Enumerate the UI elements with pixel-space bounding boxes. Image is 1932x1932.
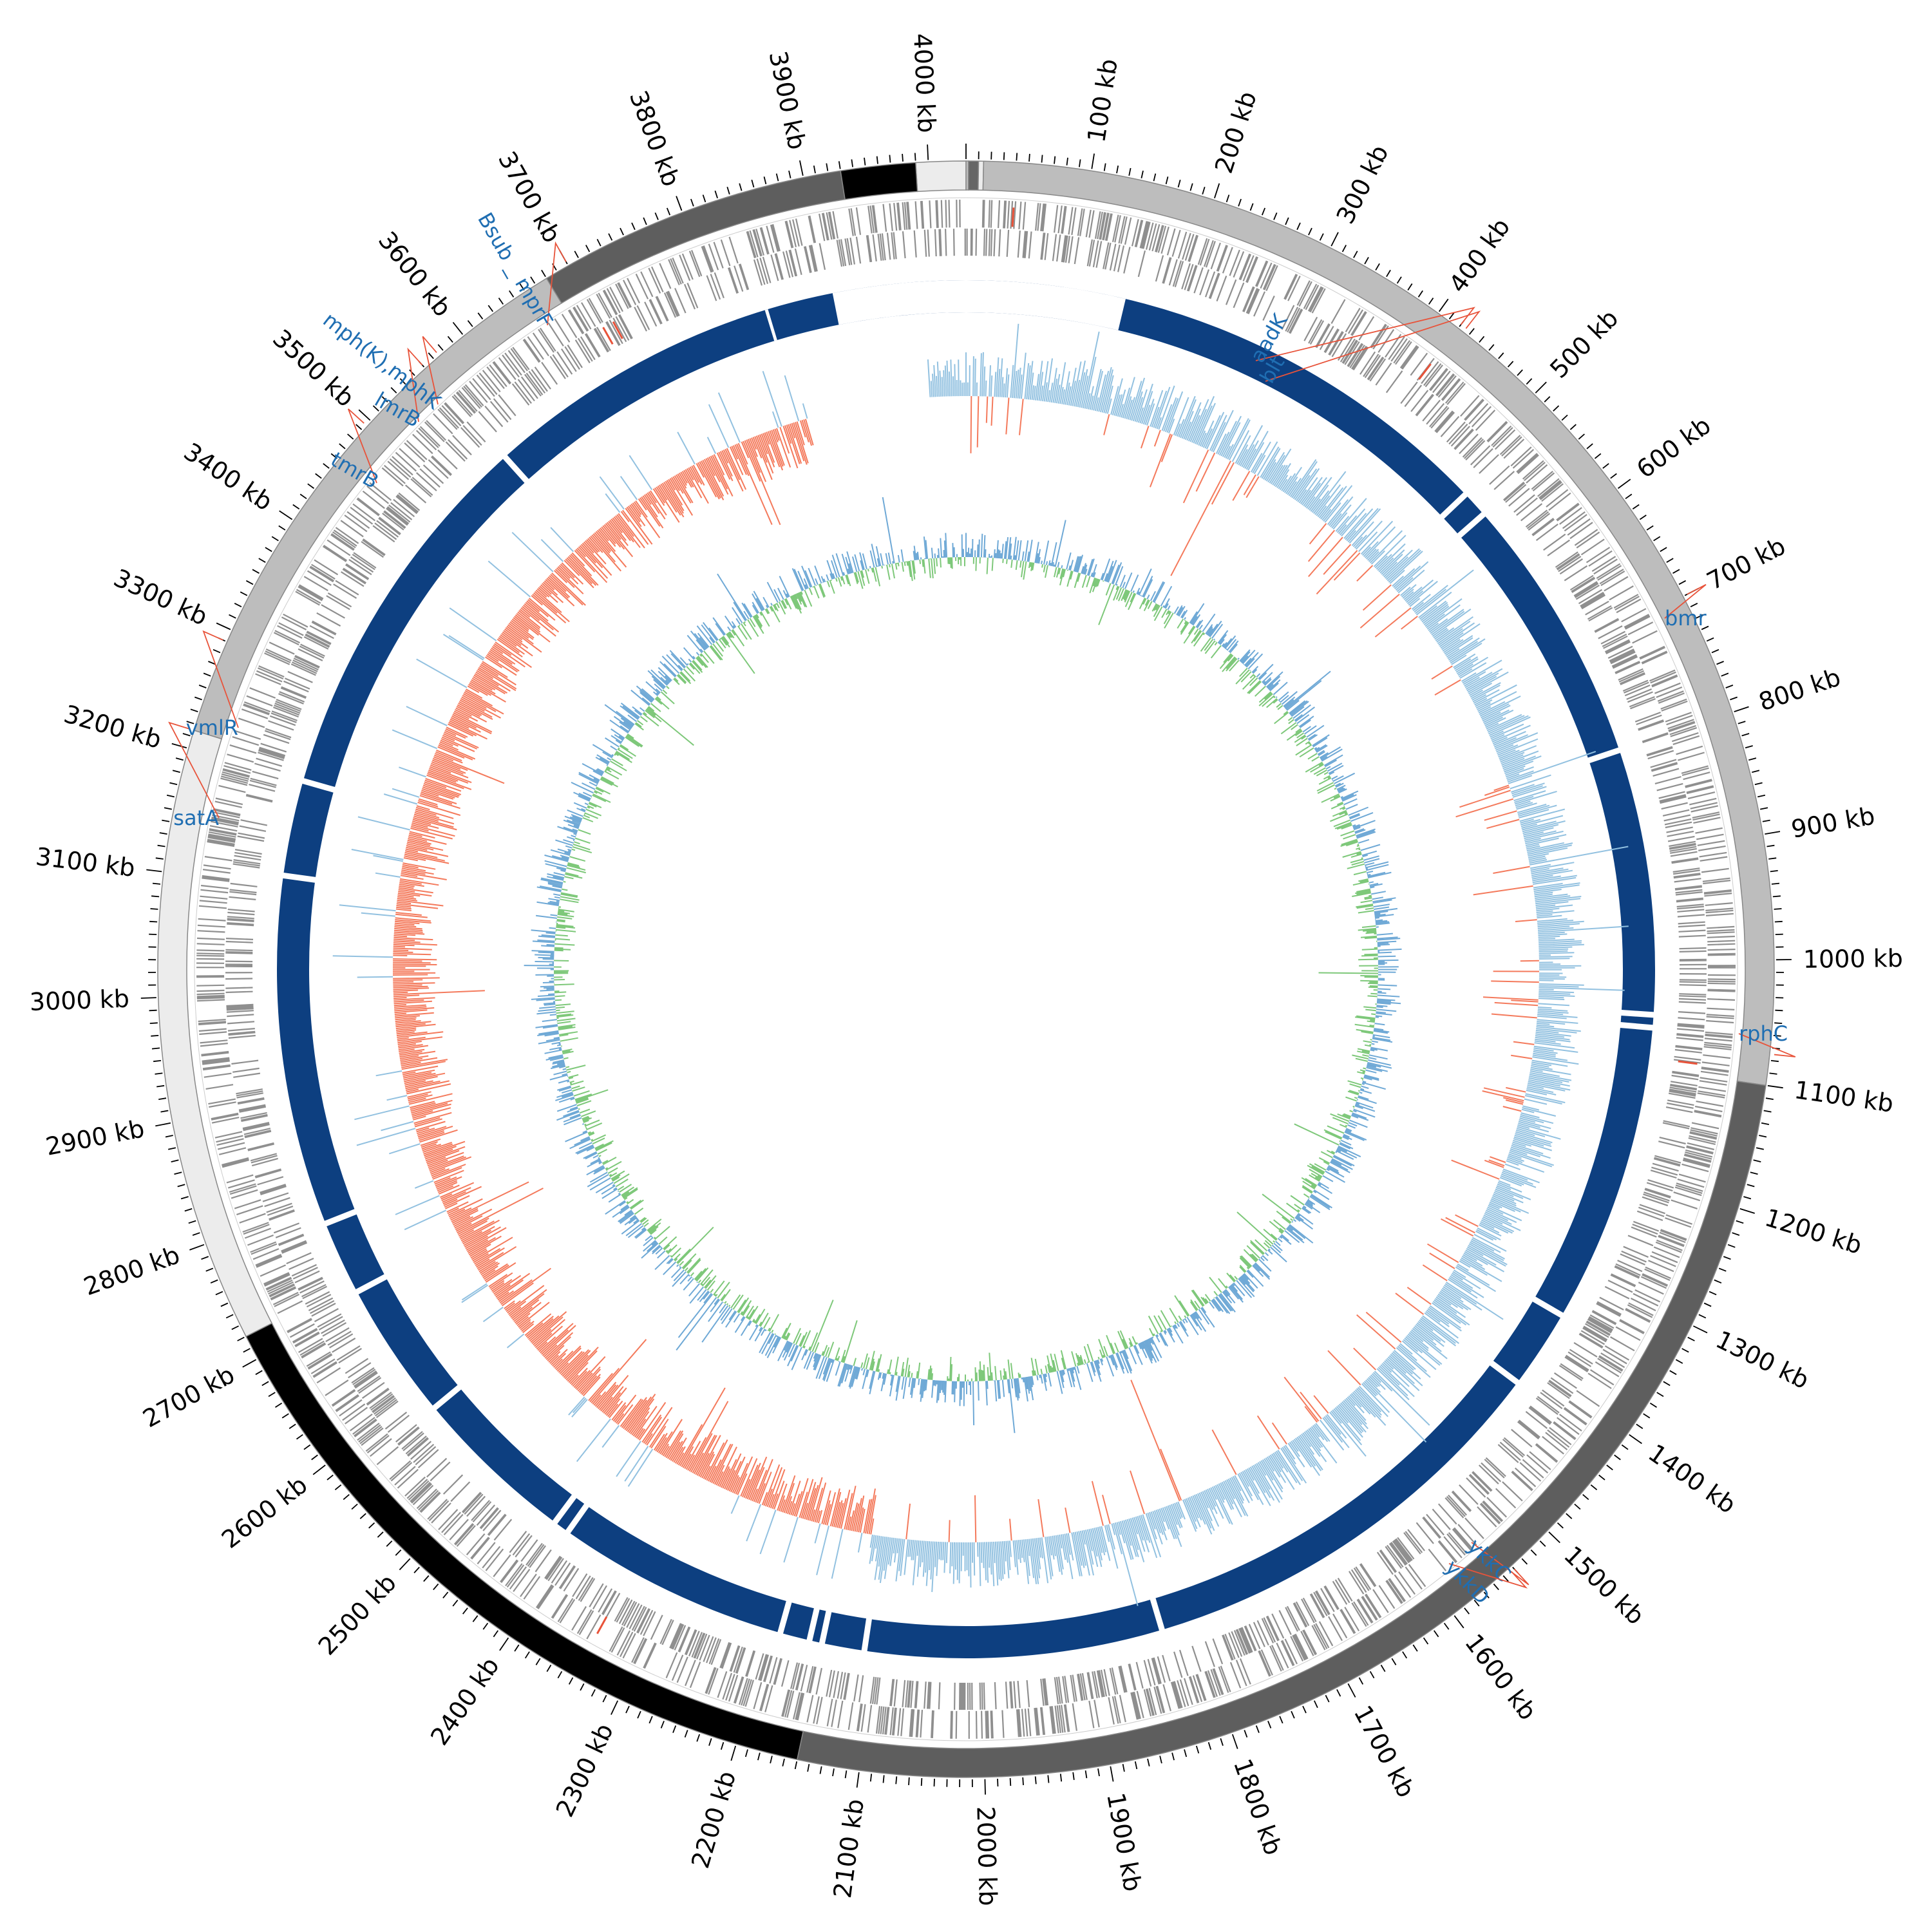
tick-label: 200 kb	[1209, 88, 1262, 176]
tick-label: 1200 kb	[1761, 1203, 1865, 1260]
tick-label: 1700 kb	[1349, 1701, 1421, 1802]
alignment-gap-11	[777, 1600, 793, 1635]
alignment-gap-9	[819, 1609, 832, 1645]
feature-ring	[194, 197, 1738, 1741]
gene-leader-line	[1664, 583, 1707, 619]
alignment-gap-17	[281, 872, 317, 884]
alignment-gap-6	[1488, 1359, 1520, 1386]
tick-label: 1000 kb	[1803, 944, 1903, 974]
tick-label: 2100 kb	[828, 1797, 869, 1900]
tick-label: 1500 kb	[1558, 1540, 1650, 1630]
contig-ring	[157, 160, 1775, 1778]
tick-label: 2600 kb	[216, 1470, 312, 1554]
tick-label: 2300 kb	[551, 1719, 619, 1821]
alignment-ring	[277, 280, 1655, 1658]
tick-label: 900 kb	[1789, 802, 1877, 844]
alignment-gap-18	[301, 777, 336, 793]
tick-label: 1400 kb	[1643, 1439, 1741, 1519]
gene-label: satA	[173, 806, 219, 830]
feature-ticks	[196, 199, 1736, 1739]
tick-label: 2900 kb	[43, 1114, 146, 1161]
alignment-gap-3	[1620, 1009, 1655, 1018]
gene-label: vmlR	[186, 715, 238, 740]
tick-label: 3200 kb	[61, 699, 164, 754]
alignment-missing-region-2	[966, 280, 1126, 330]
alignment-island	[768, 293, 839, 341]
alignment-gap-4	[1618, 1021, 1654, 1031]
tick-label: 4000 kb	[908, 33, 941, 134]
alignment-gap-5	[1531, 1296, 1565, 1319]
gc-skew-positive	[524, 497, 1402, 1434]
feature-highlight-2	[596, 1616, 608, 1634]
gc-content-positive	[332, 323, 1629, 1606]
alignment-gap-0	[1439, 491, 1469, 520]
tick-label: 2000 kb	[971, 1806, 1002, 1906]
alignment-gap-14	[431, 1384, 462, 1411]
tick-label: 800 kb	[1756, 663, 1844, 716]
tick-label: 2700 kb	[138, 1360, 240, 1433]
tick-label: 2500 kb	[313, 1569, 402, 1661]
tick-label: 1300 kb	[1711, 1325, 1813, 1395]
gene-leader-line	[547, 241, 567, 326]
alignment-gap-10	[806, 1607, 820, 1642]
tick-label: 3400 kb	[179, 437, 278, 516]
gene-leader-line	[1255, 307, 1475, 361]
feature-ring-outline	[194, 197, 1738, 1741]
gene-leader-line	[407, 347, 423, 422]
tick-label: 2400 kb	[425, 1652, 505, 1750]
tick-label: 300 kb	[1331, 140, 1394, 229]
tick-label: 400 kb	[1443, 213, 1515, 298]
alignment-band	[277, 280, 1655, 1658]
gene-leader-line	[1448, 1563, 1528, 1589]
alignment-gap-12	[565, 1502, 590, 1535]
gene-leader-line	[1471, 1542, 1530, 1586]
gene-label: bmr	[1665, 606, 1707, 630]
feature-highlight-5	[1418, 363, 1432, 380]
alignment-gap-1	[1456, 511, 1487, 539]
gene-leader-line	[422, 336, 439, 405]
gc-skew-ring	[524, 497, 1402, 1434]
alignment-gap-2	[1586, 746, 1622, 764]
tick-label: 3300 kb	[109, 564, 212, 631]
gc-skew-negative	[553, 556, 1379, 1381]
alignment-gap-8	[861, 1617, 873, 1653]
tick-label: 3000 kb	[29, 985, 129, 1016]
feature-highlight-0	[1011, 207, 1015, 227]
gene-leader-line	[347, 408, 377, 484]
tick-label: 1900 kb	[1101, 1790, 1147, 1893]
gene-leader-line	[1265, 310, 1481, 382]
tick-label: 1800 kb	[1228, 1755, 1288, 1859]
gene-leader-line	[1738, 1033, 1796, 1057]
tick-label: 3100 kb	[34, 842, 137, 882]
gene-leader-line	[168, 721, 220, 819]
alignment-gap-19	[502, 454, 530, 484]
tick-label: 3900 kb	[764, 48, 811, 152]
gc-content-ring	[332, 323, 1629, 1606]
alignment-gap-7	[1150, 1596, 1166, 1632]
feature-highlight-3	[602, 327, 614, 345]
gene-label: rphC	[1739, 1021, 1788, 1046]
feature-highlight-4	[612, 321, 623, 339]
gc-content-negative	[392, 395, 1540, 1542]
tick-label: 3600 kb	[373, 226, 457, 322]
alignment-gap-13	[551, 1493, 578, 1526]
tick-label: 600 kb	[1631, 411, 1716, 484]
contig-block-2	[968, 160, 980, 191]
gene-leader-line	[202, 630, 239, 728]
alignment-gap-16	[323, 1208, 358, 1227]
tick-label: 2800 kb	[80, 1240, 184, 1301]
tick-label: 2200 kb	[686, 1768, 741, 1871]
tick-label: 100 kb	[1082, 57, 1123, 144]
tick-label: 1600 kb	[1459, 1629, 1542, 1725]
alignment-gap-15	[354, 1273, 388, 1295]
feature-highlight-1	[1678, 1060, 1698, 1065]
contig-block-0	[914, 160, 967, 193]
tick-label: 3800 kb	[624, 87, 686, 191]
tick-label: 1100 kb	[1792, 1075, 1895, 1118]
contig-block-10	[840, 162, 918, 200]
tick-label: 500 kb	[1544, 304, 1624, 384]
tick-label: 700 kb	[1702, 532, 1790, 596]
